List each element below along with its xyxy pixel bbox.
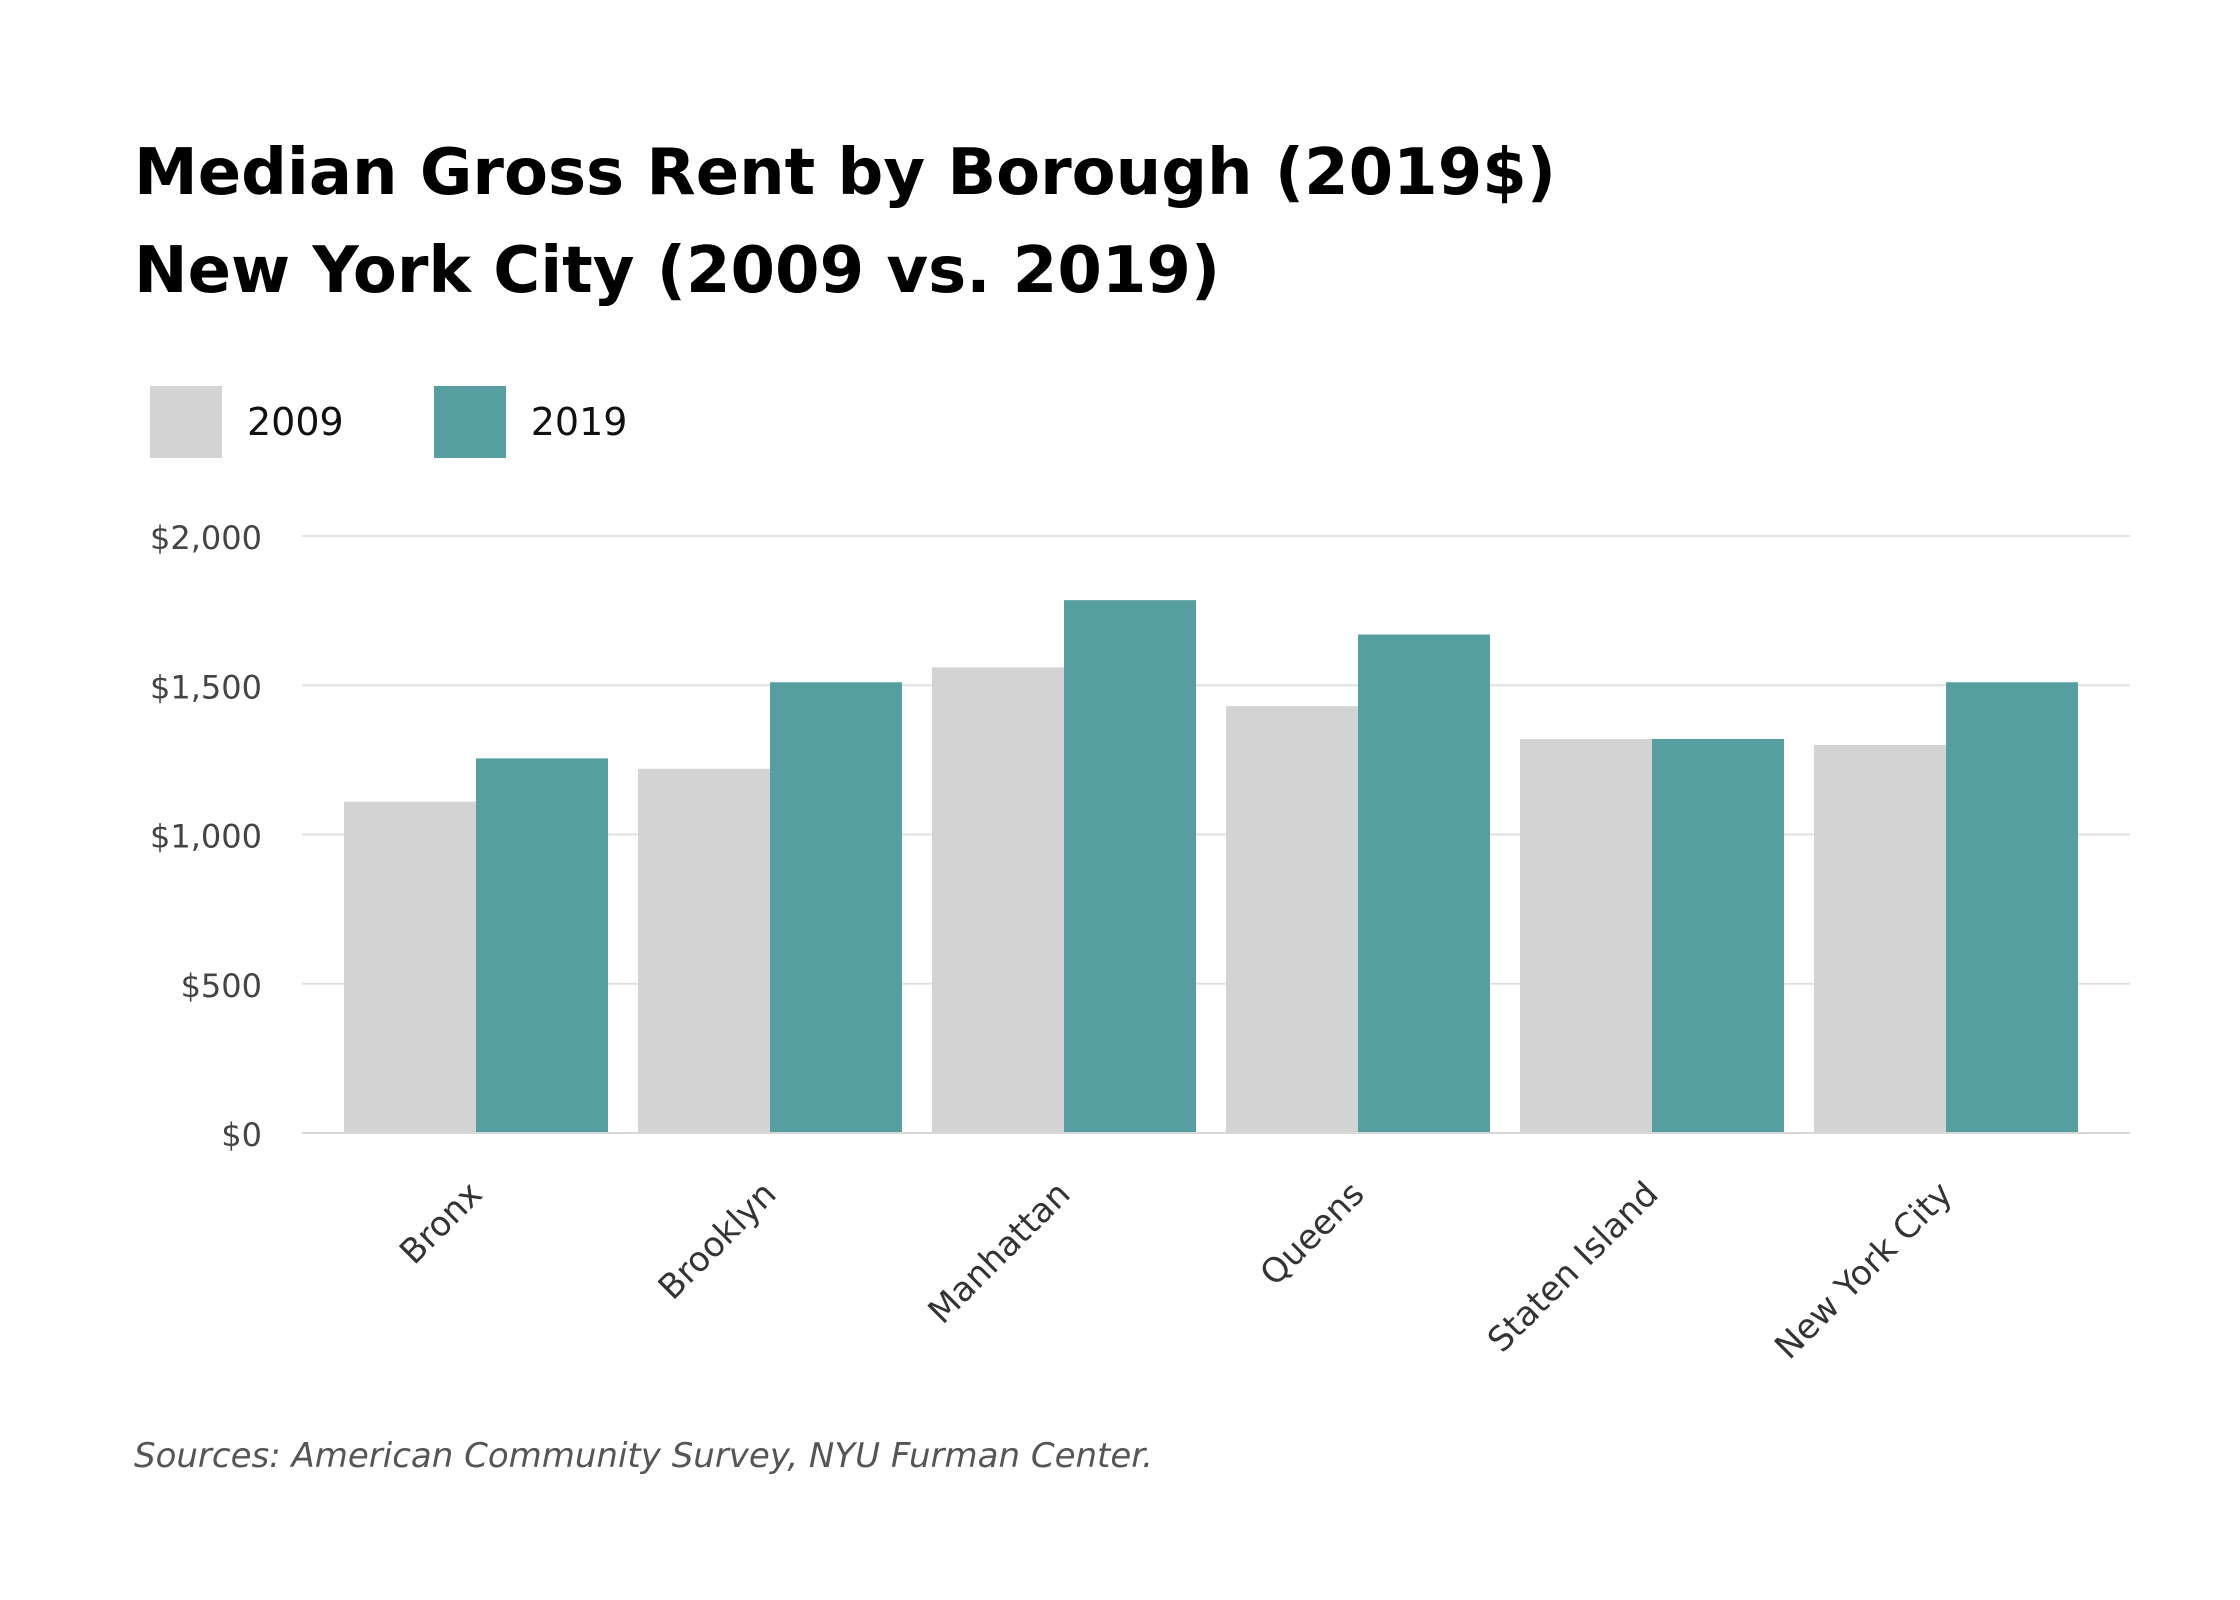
- legend-label-2009: 2009: [247, 400, 344, 444]
- y-tick-label: $2,000: [150, 519, 262, 557]
- x-tick-label: New York City: [1767, 1174, 1960, 1367]
- x-tick-label: Queens: [1253, 1174, 1373, 1294]
- x-tick-label: Brooklyn: [651, 1174, 785, 1308]
- legend-swatch-2019: [433, 386, 506, 458]
- y-tick-label: $500: [181, 967, 262, 1005]
- source-note: Sources: American Community Survey, NYU …: [134, 1436, 1153, 1476]
- bar-2009-1: [638, 768, 770, 1133]
- bar-2009-3: [1226, 706, 1358, 1133]
- bar-2019-1: [770, 682, 902, 1133]
- x-tick-label: Bronx: [392, 1174, 490, 1272]
- legend-swatch-2009: [150, 386, 222, 458]
- y-tick-label: $1,500: [150, 668, 262, 706]
- x-tick-label: Staten Island: [1480, 1174, 1666, 1360]
- bar-2019-2: [1064, 600, 1196, 1133]
- chart-title-line-2: New York City (2009 vs. 2019): [134, 234, 1221, 308]
- legend: 2009 2019: [150, 386, 717, 458]
- y-tick-label: $0: [221, 1116, 262, 1154]
- legend-label-2019: 2019: [530, 400, 628, 444]
- bar-2019-3: [1358, 634, 1490, 1133]
- bar-2009-0: [344, 801, 476, 1133]
- chart-title: Median Gross Rent by Borough (2019$) New…: [134, 124, 1556, 320]
- bar-2019-5: [1946, 682, 2078, 1133]
- legend-item-2019: 2019: [433, 386, 628, 458]
- bar-2009-2: [932, 667, 1064, 1133]
- chart-title-line-1: Median Gross Rent by Borough (2019$): [134, 136, 1556, 210]
- legend-item-2009: 2009: [150, 386, 344, 458]
- y-tick-label: $1,000: [150, 818, 262, 856]
- bar-2019-0: [476, 758, 608, 1133]
- x-tick-label: Manhattan: [921, 1174, 1079, 1332]
- bar-2019-4: [1652, 738, 1784, 1133]
- bar-2009-5: [1814, 744, 1946, 1133]
- bar-2009-4: [1520, 738, 1652, 1133]
